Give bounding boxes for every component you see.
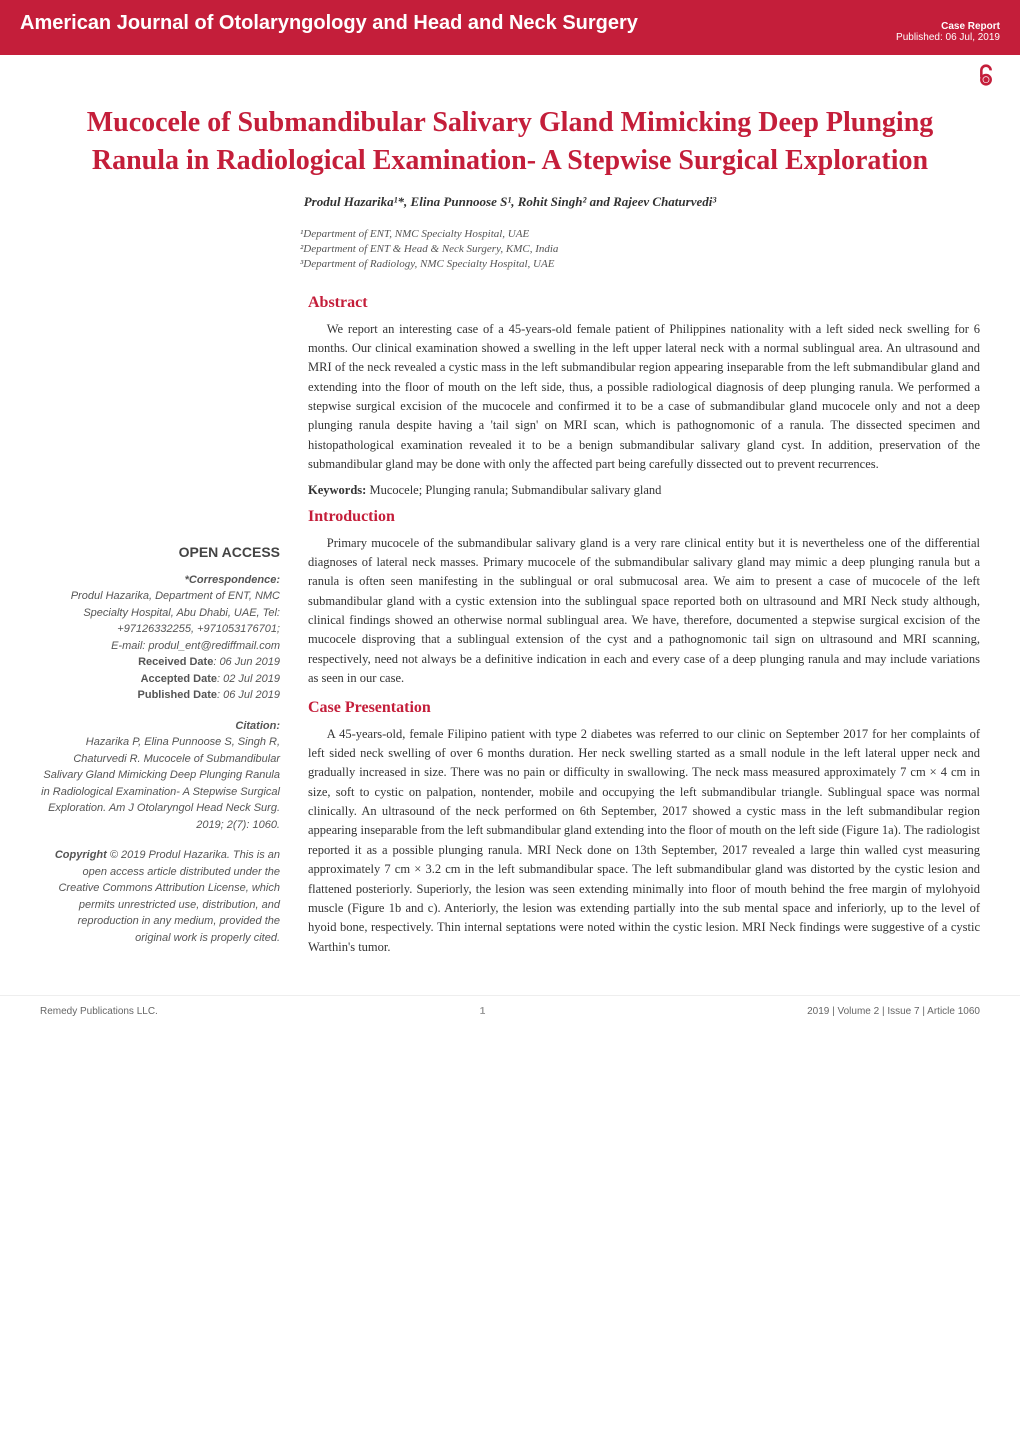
received-line: Received Date: 06 Jun 2019 <box>40 654 280 671</box>
footer-issue: 2019 | Volume 2 | Issue 7 | Article 1060 <box>807 1006 980 1017</box>
article-body: Abstract We report an interesting case o… <box>308 284 980 966</box>
footer-publisher: Remedy Publications LLC. <box>40 1006 158 1017</box>
sidebar: OPEN ACCESS *Correspondence: Produl Haza… <box>40 284 280 966</box>
introduction-heading: Introduction <box>308 508 980 526</box>
open-access-label: OPEN ACCESS <box>40 544 280 560</box>
affiliations: ¹Department of ENT, NMC Specialty Hospit… <box>300 228 980 270</box>
journal-name: American Journal of Otolaryngology and H… <box>20 12 638 35</box>
citation-text: Hazarika P, Elina Punnoose S, Singh R, C… <box>40 734 280 833</box>
case-heading: Case Presentation <box>308 699 980 717</box>
article-title: Mucocele of Submandibular Salivary Gland… <box>40 104 980 180</box>
citation-block: Citation: Hazarika P, Elina Punnoose S, … <box>40 718 280 834</box>
open-access-icon <box>0 55 1020 94</box>
two-column-layout: OPEN ACCESS *Correspondence: Produl Haza… <box>40 284 980 966</box>
correspondence-text: Produl Hazarika, Department of ENT, NMC … <box>40 588 280 638</box>
citation-label: Citation: <box>40 718 280 735</box>
correspondence-email: E-mail: produl_ent@rediffmail.com <box>40 638 280 655</box>
header-bar: American Journal of Otolaryngology and H… <box>0 0 1020 55</box>
introduction-text: Primary mucocele of the submandibular sa… <box>308 534 980 689</box>
published-date-line: Published Date: 06 Jul 2019 <box>40 687 280 704</box>
abstract-text: We report an interesting case of a 45-ye… <box>308 320 980 475</box>
title-block: Mucocele of Submandibular Salivary Gland… <box>40 104 980 210</box>
authors: Produl Hazarika¹*, Elina Punnoose S¹, Ro… <box>40 194 980 210</box>
footer-page-number: 1 <box>480 1006 486 1017</box>
keywords-line: Keywords: Mucocele; Plunging ranula; Sub… <box>308 483 980 498</box>
affiliation-2: ²Department of ENT & Head & Neck Surgery… <box>300 243 980 255</box>
report-type: Case Report <box>896 21 1000 32</box>
accepted-line: Accepted Date: 02 Jul 2019 <box>40 671 280 688</box>
affiliation-1: ¹Department of ENT, NMC Specialty Hospit… <box>300 228 980 240</box>
copyright-block: Copyright © 2019 Produl Hazarika. This i… <box>40 847 280 946</box>
published-line: Published: 06 Jul, 2019 <box>896 32 1000 43</box>
copyright-text: Copyright © 2019 Produl Hazarika. This i… <box>40 847 280 946</box>
correspondence-block: *Correspondence: Produl Hazarika, Depart… <box>40 572 280 704</box>
footer: Remedy Publications LLC. 1 2019 | Volume… <box>0 995 1020 1027</box>
main-content: Mucocele of Submandibular Salivary Gland… <box>0 94 1020 995</box>
correspondence-label: *Correspondence: <box>40 572 280 589</box>
case-text: A 45-years-old, female Filipino patient … <box>308 725 980 958</box>
abstract-heading: Abstract <box>308 294 980 312</box>
affiliation-3: ³Department of Radiology, NMC Specialty … <box>300 258 980 270</box>
header-meta: Case Report Published: 06 Jul, 2019 <box>896 21 1000 43</box>
